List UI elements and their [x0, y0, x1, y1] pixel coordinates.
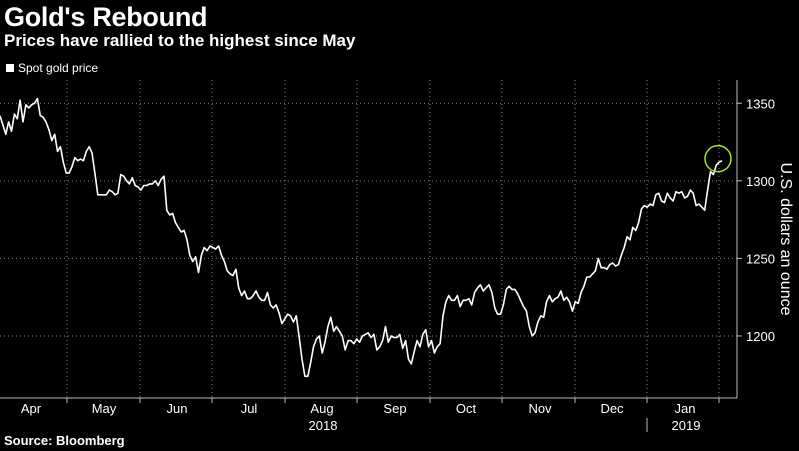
year-label: 2018 [309, 418, 338, 433]
chart-subtitle: Prices have rallied to the highest since… [4, 31, 356, 50]
x-tick-label: Dec [600, 401, 624, 416]
y-tick-label: 1200 [746, 329, 775, 344]
x-tick-label: Oct [456, 401, 477, 416]
source-note: Source: Bloomberg [4, 433, 125, 448]
x-tick-label: Jan [675, 401, 696, 416]
tick-labels: 1200 1250 1300 1350 Apr May Jun Jul Aug Sep Oct Nov… [21, 96, 794, 433]
year-label: 2019 [672, 418, 701, 433]
y-tick-label: 1350 [746, 96, 775, 111]
highlight-circle [704, 144, 732, 173]
annotations [704, 144, 732, 173]
x-tick-label: Sep [383, 401, 406, 416]
price-line [0, 97, 723, 378]
chart-title: Gold's Rebound [4, 2, 208, 32]
grid [0, 80, 737, 398]
legend-label: Spot gold price [18, 61, 99, 75]
x-tick-label: Nov [528, 401, 552, 416]
y-tick-label: 1300 [746, 174, 775, 189]
legend: Spot gold price [6, 61, 98, 75]
x-tick-label: Apr [21, 401, 42, 416]
y-axis-label: U.S. dollars an ounce [777, 163, 794, 316]
x-tick-label: Jul [241, 401, 258, 416]
y-tick-label: 1250 [746, 251, 775, 266]
x-tick-label: Jun [167, 401, 188, 416]
x-tick-label: May [92, 401, 117, 416]
axes [0, 80, 742, 432]
legend-swatch-icon [6, 64, 14, 72]
x-tick-label: Aug [310, 401, 333, 416]
series [0, 97, 723, 378]
